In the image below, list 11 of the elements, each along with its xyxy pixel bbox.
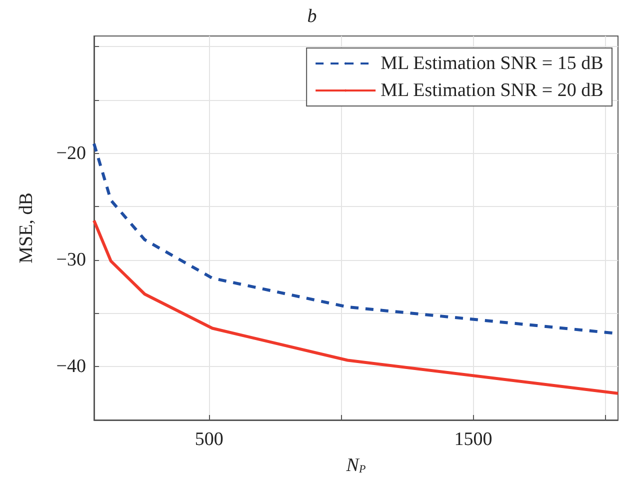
y-tick-label: −20 [56,142,86,164]
line-series [92,219,620,395]
y-axis-title: MSE, dB [16,192,37,264]
x-axis-title: NP [345,455,366,476]
legend-label: ML Estimation SNR = 15 dB [380,53,604,74]
legend-label: ML Estimation SNR = 20 dB [380,80,604,101]
y-tick-label: −30 [56,250,86,270]
y-tick-label: −40 [56,356,86,378]
x-tick-label: 500 [194,429,224,450]
chart-title: b [307,6,317,27]
x-tick-label: 1500 [454,429,492,450]
